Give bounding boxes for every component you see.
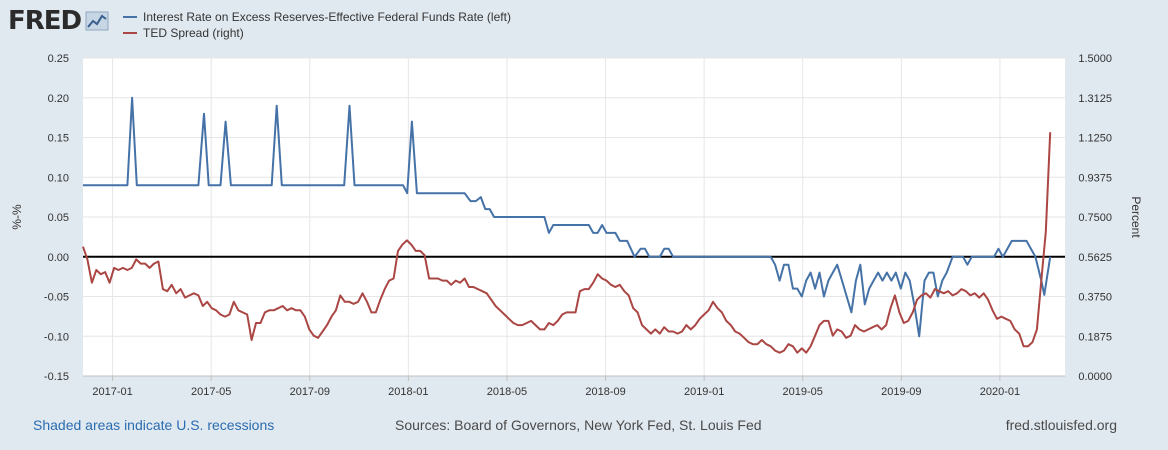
y-right-tick-label: 0.7500 [1078, 212, 1112, 224]
site-link[interactable]: fred.stlouisfed.org [1005, 417, 1117, 433]
x-tick-label: 2018-09 [585, 386, 625, 398]
y-right-tick-label: 0.3750 [1078, 292, 1112, 304]
legend-item-ior-effr: Interest Rate on Excess Reserves-Effecti… [123, 9, 511, 25]
y-left-tick-label: 0.10 [48, 172, 69, 184]
y-left-tick-label: 0.05 [48, 212, 69, 224]
series-line-ior-effr [83, 96, 1052, 338]
legend-label-ior-effr: Interest Rate on Excess Reserves-Effecti… [143, 10, 511, 24]
x-tick-label: 2019-05 [783, 386, 823, 398]
recession-note: Shaded areas indicate U.S. recessions [33, 417, 275, 433]
fred-logo-text: FRED [8, 6, 82, 36]
y-right-tick-label: 1.5000 [1078, 53, 1112, 65]
chart-line-icon [85, 11, 109, 31]
y-left-tick-label: 0.00 [48, 252, 69, 264]
y-left-tick-label: -0.05 [44, 292, 69, 304]
x-tick-label: 2017-01 [92, 386, 132, 398]
y-right-tick-label: 0.1875 [1078, 331, 1112, 343]
legend-swatch-ted-spread [123, 32, 137, 34]
x-tick-label: 2019-01 [684, 386, 724, 398]
series-line-ted-spread [82, 132, 1052, 354]
x-tick-label: 2018-05 [487, 386, 527, 398]
legend-swatch-ior-effr [123, 16, 137, 18]
sources-note: Sources: Board of Governors, New York Fe… [395, 417, 762, 433]
x-tick-label: 2020-01 [980, 386, 1020, 398]
y-right-tick-label: 1.1250 [1078, 133, 1112, 145]
fred-logo[interactable]: FRED [8, 6, 109, 36]
y-left-tick-label: 0.15 [48, 133, 69, 145]
y-right-tick-label: 0.9375 [1078, 172, 1112, 184]
y-right-tick-label: 0.0000 [1078, 371, 1112, 383]
y-left-tick-label: 0.20 [48, 93, 69, 105]
x-tick-label: 2018-01 [388, 386, 428, 398]
y-left-tick-label: 0.25 [48, 53, 69, 65]
y-right-axis-label: Percent [1129, 196, 1143, 238]
legend-label-ted-spread: TED Spread (right) [143, 26, 244, 40]
x-tick-label: 2017-09 [290, 386, 330, 398]
legend-item-ted-spread: TED Spread (right) [123, 25, 511, 41]
y-right-tick-label: 1.3125 [1078, 93, 1112, 105]
chart-legend: Interest Rate on Excess Reserves-Effecti… [123, 9, 511, 41]
y-left-tick-label: -0.10 [44, 331, 69, 343]
y-left-axis-label: %-% [10, 204, 24, 230]
y-left-tick-label: -0.15 [44, 371, 69, 383]
x-tick-label: 2019-09 [881, 386, 921, 398]
line-chart[interactable]: 0.25 0.20 0.15 0.10 0.05 0.00 -0.05 -0.10 -0.15 1… [0, 0, 1168, 410]
x-tick-label: 2017-05 [191, 386, 231, 398]
y-right-tick-label: 0.5625 [1078, 252, 1112, 264]
